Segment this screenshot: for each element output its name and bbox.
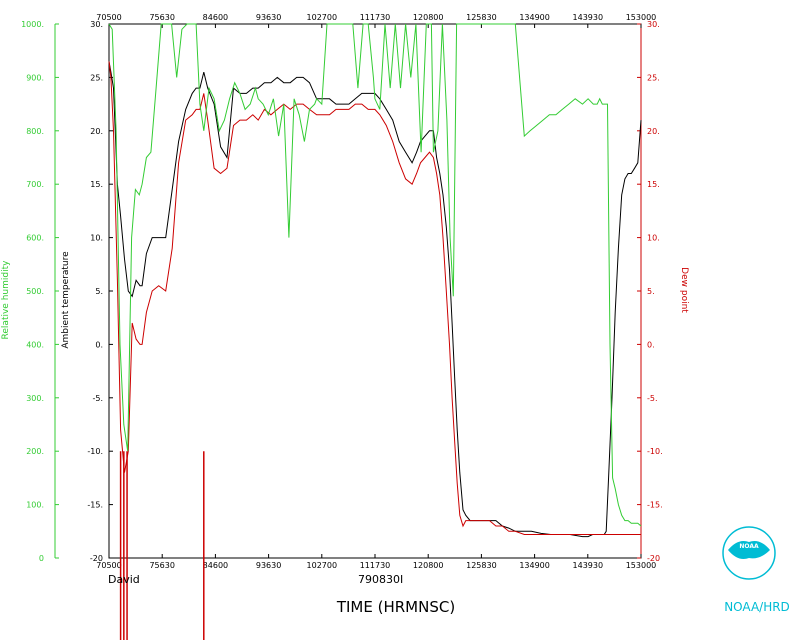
x-tick-label-top: 102700 — [307, 13, 338, 22]
temp-tick-label: 30. — [90, 20, 103, 29]
x-tick-label-bottom: 75630 — [149, 561, 174, 570]
x-tick-label-bottom: 153000 — [626, 561, 657, 570]
temp-tick-label: 20. — [90, 127, 103, 136]
x-tick-label-bottom: 102700 — [307, 561, 338, 570]
dew-tick-label: -15. — [647, 501, 663, 510]
noaa-hrd-label: NOAA/HRD — [724, 600, 790, 614]
rh-tick-label: 400. — [26, 340, 44, 349]
x-tick-label-bottom: 134900 — [519, 561, 550, 570]
dew-tick-label: -10. — [647, 447, 663, 456]
dew-tick-label: -20 — [647, 554, 660, 563]
x-tick-label-bottom: 111730 — [360, 561, 391, 570]
rh-tick-label: 500. — [26, 287, 44, 296]
x-tick-label-top: 134900 — [519, 13, 550, 22]
temp-tick-label: 15. — [90, 180, 103, 189]
noaa-emblem-icon — [722, 526, 776, 580]
dew-tick-label: 10. — [647, 234, 660, 243]
x-tick-label-bottom: 120800 — [413, 561, 444, 570]
series-dew-point — [108, 61, 641, 535]
temp-tick-label: -10. — [87, 447, 103, 456]
rh-tick-label: 300. — [26, 394, 44, 403]
rh-tick-label: 900. — [26, 73, 44, 82]
temp-tick-label: 0. — [95, 340, 103, 349]
plot-frame — [108, 23, 642, 559]
x-tick-label-bottom: 143930 — [573, 561, 604, 570]
temp-tick-label: 10. — [90, 234, 103, 243]
noaa-logo: NOAA NOAA/HRD — [722, 526, 790, 614]
dew-tick-label: 15. — [647, 180, 660, 189]
rh-tick-label: 100. — [26, 501, 44, 510]
x-tick-label-top: 153000 — [626, 13, 657, 22]
temp-tick-label: 25. — [90, 73, 103, 82]
temp-tick-label: -15. — [87, 501, 103, 510]
rh-axis-label: Relative humidity — [1, 260, 11, 340]
rh-tick-label: 1000. — [21, 20, 44, 29]
dew-axis-label: Dew point — [679, 267, 689, 313]
x-tick-label-bottom: 93630 — [256, 561, 281, 570]
temp-tick-label: -5. — [92, 394, 103, 403]
x-axis-title: TIME (HRMNSC) — [336, 598, 455, 616]
x-tick-label-top: 120800 — [413, 13, 444, 22]
x-tick-label-top: 70500 — [96, 13, 121, 22]
series-relative-humidity — [108, 23, 642, 527]
series-ambient-temperature — [108, 61, 642, 538]
temp-tick-label: 5. — [95, 287, 103, 296]
rh-tick-label: 600. — [26, 234, 44, 243]
dew-tick-label: 30. — [647, 20, 660, 29]
x-tick-label-bottom: 70500 — [96, 561, 121, 570]
temp-tick-label: -20 — [90, 554, 103, 563]
dew-tick-label: 25. — [647, 73, 660, 82]
x-tick-label-top: 125830 — [466, 13, 497, 22]
dew-tick-label: 0. — [647, 340, 655, 349]
x-tick-label-bottom: 125830 — [466, 561, 497, 570]
x-tick-label-top: 84600 — [203, 13, 228, 22]
noaa-emblem-text: NOAA — [739, 543, 759, 550]
x-tick-label-top: 75630 — [149, 13, 174, 22]
x-tick-label-top: 93630 — [256, 13, 281, 22]
storm-label: David — [108, 573, 140, 586]
x-tick-label-top: 143930 — [573, 13, 604, 22]
dew-tick-label: -5. — [647, 394, 658, 403]
noaa-bird-icon — [728, 541, 770, 559]
x-tick-label-top: 111730 — [360, 13, 391, 22]
date-label: 790830I — [358, 573, 403, 586]
rh-tick-label: 700. — [26, 180, 44, 189]
x-tick-label-bottom: 84600 — [203, 561, 228, 570]
rh-tick-label: 0 — [39, 554, 44, 563]
rh-tick-label: 800. — [26, 127, 44, 136]
dew-tick-label: 5. — [647, 287, 655, 296]
rh-tick-label: 200. — [26, 447, 44, 456]
dew-tick-label: 20. — [647, 127, 660, 136]
temp-axis-label: Ambient temperature — [61, 251, 71, 349]
